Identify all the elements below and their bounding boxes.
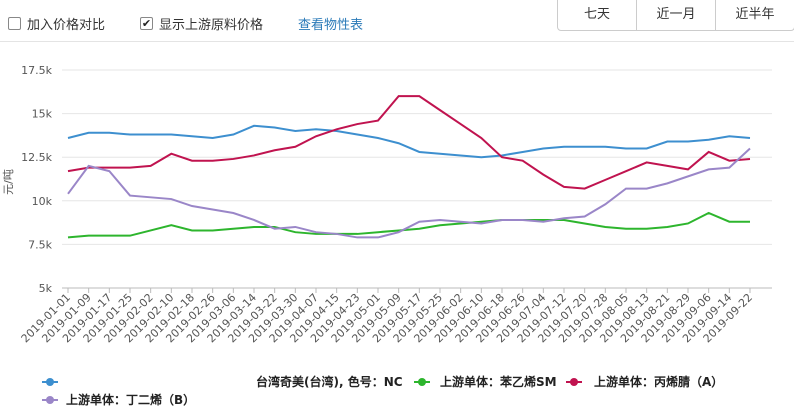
- range-buttons: 七天 近一月 近半年: [557, 0, 794, 31]
- upstream-checkbox[interactable]: ✔ 显示上游原料价格: [140, 14, 263, 33]
- checkbox-label[interactable]: 加入价格对比: [27, 18, 106, 33]
- legend-marker: [570, 378, 578, 386]
- series-line: [67, 95, 751, 190]
- legend-label: 上游单体：苯乙烯SM: [440, 374, 557, 389]
- range-button[interactable]: 近一月: [636, 0, 715, 30]
- series-line: [67, 124, 751, 159]
- legend-label: 上游单体：丁二烯（B）: [66, 392, 195, 407]
- toolbar: 加入价格对比 ✔ 显示上游原料价格 查看物性表 七天 近一月 近半年: [0, 0, 794, 42]
- y-tick-label: 7.5k: [28, 238, 52, 251]
- legend-marker: [46, 396, 54, 404]
- legend-marker: [46, 378, 54, 386]
- compare-checkbox[interactable]: 加入价格对比: [8, 14, 105, 33]
- y-tick-label: 12.5k: [21, 151, 52, 164]
- checkbox-box[interactable]: [8, 17, 21, 30]
- property-link[interactable]: 查看物性表: [298, 18, 364, 33]
- checkbox-box[interactable]: ✔: [140, 17, 153, 30]
- y-axis-title: 元/吨: [2, 169, 15, 195]
- y-tick-label: 17.5k: [21, 64, 52, 77]
- y-tick-label: 10k: [32, 195, 53, 208]
- series-line: [67, 211, 750, 239]
- range-button[interactable]: 近半年: [715, 0, 794, 30]
- legend-marker: [418, 378, 426, 386]
- y-tick-label: 15k: [32, 108, 53, 121]
- chart: 元/吨 5k7.5k10k12.5k15k17.5k2019-01-012019…: [2, 64, 772, 407]
- range-button[interactable]: 七天: [583, 7, 610, 22]
- legend-label: 上游单体：丙烯腈（A）: [594, 374, 723, 389]
- checkbox-label[interactable]: 显示上游原料价格: [159, 18, 264, 33]
- legend-label: 台湾奇美(台湾), 色号：NC: [256, 374, 403, 389]
- series-line: [67, 147, 751, 239]
- y-tick-label: 5k: [39, 282, 53, 295]
